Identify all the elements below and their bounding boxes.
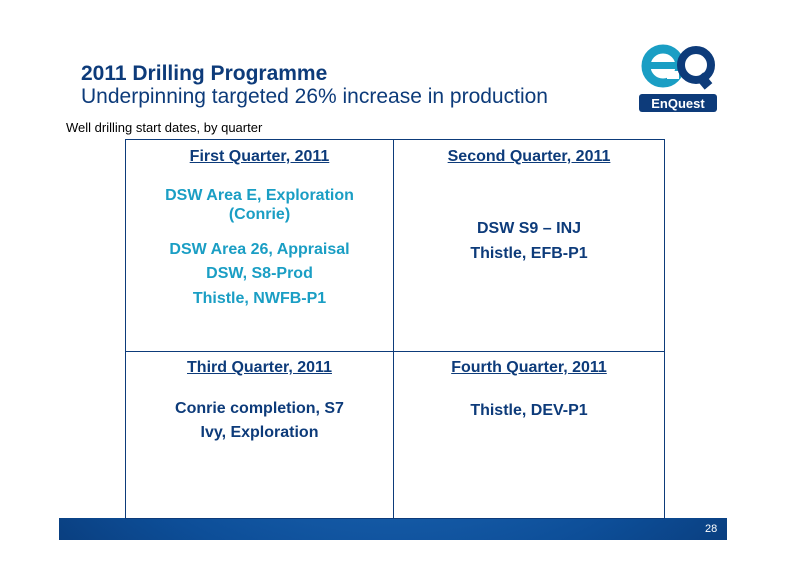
- well-item: Thistle, NWFB-P1: [192, 290, 327, 307]
- enquest-logo: EnQuest: [639, 44, 717, 112]
- grid-horizontal-divider: [126, 351, 664, 352]
- quarter-cell-q1: First Quarter, 2011 DSW Area E, Explorat…: [126, 148, 393, 311]
- well-item: Thistle, EFB-P1: [470, 245, 588, 262]
- well-item: Ivy, Exploration: [200, 424, 319, 441]
- well-item: DSW S9 – INJ: [476, 220, 582, 237]
- well-item: DSW Area E, Exploration: [165, 187, 354, 204]
- quarter-heading-q2: Second Quarter, 2011: [447, 148, 611, 165]
- quarter-cell-q4: Fourth Quarter, 2011 Thistle, DEV-P1: [394, 359, 664, 422]
- slide: 2011 Drilling Programme Underpinning tar…: [59, 26, 727, 540]
- quarter-cell-q3: Third Quarter, 2011 Conrie completion, S…: [126, 359, 393, 445]
- svg-text:EnQuest: EnQuest: [651, 96, 705, 111]
- caption: Well drilling start dates, by quarter: [66, 120, 263, 135]
- well-item: Thistle, DEV-P1: [470, 402, 588, 419]
- quarter-cell-q2: Second Quarter, 2011 DSW S9 – INJ Thistl…: [394, 148, 664, 266]
- well-item: DSW, S8-Prod: [206, 265, 313, 282]
- quarter-heading-q3: Third Quarter, 2011: [187, 359, 332, 376]
- slide-header: 2011 Drilling Programme Underpinning tar…: [59, 26, 727, 120]
- quarter-grid: First Quarter, 2011 DSW Area E, Explorat…: [125, 139, 665, 519]
- well-item: Conrie completion, S7: [175, 400, 344, 417]
- slide-subtitle: Underpinning targeted 26% increase in pr…: [81, 85, 548, 108]
- grid-vertical-divider: [393, 140, 394, 518]
- quarter-heading-q4: Fourth Quarter, 2011: [451, 359, 607, 376]
- well-item: DSW Area 26, Appraisal: [169, 241, 350, 258]
- quarter-heading-q1: First Quarter, 2011: [189, 148, 330, 165]
- well-item: (Conrie): [228, 206, 291, 223]
- slide-title: 2011 Drilling Programme: [81, 62, 328, 85]
- content-panel: Well drilling start dates, by quarter Fi…: [59, 120, 727, 519]
- page-number: 28: [705, 523, 718, 535]
